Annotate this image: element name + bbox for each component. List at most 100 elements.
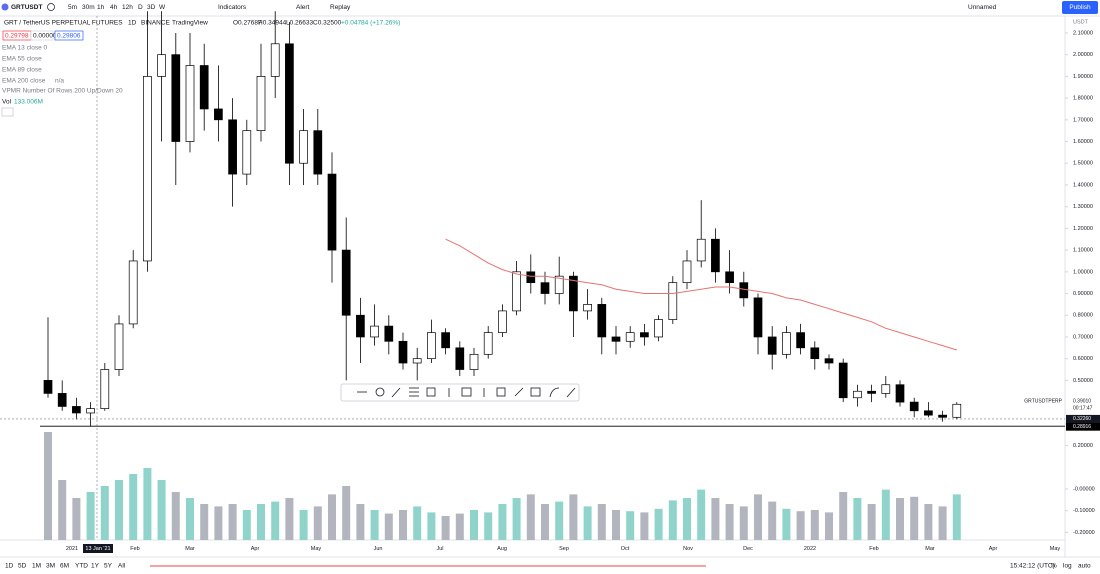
- volume-bar: [257, 504, 265, 540]
- x-tick-label: Mar: [185, 546, 195, 552]
- legend-exchange: BINANCE: [141, 20, 171, 27]
- study-value: n/a: [55, 78, 64, 85]
- crosshair-label-bg: [83, 544, 113, 553]
- legend-source: TradingView: [172, 20, 208, 27]
- legend-box-value: 0.00000: [33, 33, 57, 40]
- interval-button[interactable]: 12h: [122, 4, 133, 11]
- drawing-tools[interactable]: [357, 387, 576, 398]
- candle-body: [810, 347, 820, 360]
- y-tick-label: 1.90000: [1073, 74, 1093, 80]
- candle-body: [767, 336, 777, 355]
- volume-bar: [498, 504, 507, 540]
- candle-body: [100, 369, 110, 409]
- interval-button[interactable]: 30m: [82, 4, 95, 11]
- hline-price-bg: [1066, 422, 1100, 431]
- volume-bar: [129, 474, 138, 540]
- range-button[interactable]: 1D: [5, 563, 14, 570]
- percent-toggle[interactable]: %: [1051, 563, 1057, 570]
- volume-bar: [186, 498, 194, 540]
- y-tick-label: 1.10000: [1073, 248, 1093, 254]
- volume-bar: [881, 489, 890, 540]
- range-button[interactable]: 1M: [32, 563, 41, 570]
- y-tick-label: -0.00000: [1073, 486, 1095, 492]
- range-button[interactable]: 5Y: [104, 563, 113, 570]
- candle-body: [384, 325, 394, 342]
- volume-bar: [924, 504, 933, 540]
- candle-body: [597, 304, 607, 338]
- volume-bar: [640, 512, 649, 540]
- candle-body: [228, 119, 237, 175]
- candle-body: [796, 332, 805, 349]
- symbol[interactable]: GRTUSDT: [11, 4, 42, 11]
- alert-button[interactable]: Alert: [296, 4, 310, 11]
- study-label: EMA 13 close 0: [2, 45, 48, 52]
- range-button[interactable]: All: [118, 563, 126, 570]
- y-tick-label: 1.50000: [1073, 161, 1093, 167]
- candle-body: [43, 380, 53, 394]
- auto-toggle[interactable]: auto: [1078, 563, 1091, 570]
- volume-bar: [356, 504, 365, 540]
- candle-body: [299, 130, 308, 164]
- candle-body: [924, 410, 933, 416]
- drawing-toolbar: [340, 383, 580, 402]
- legend-interval: 1D: [128, 20, 137, 27]
- candle-body: [427, 332, 436, 360]
- marker-price-label: 0.32260: [1073, 416, 1091, 422]
- y-tick-label: 0.70000: [1073, 334, 1093, 340]
- x-tick-label: Apr: [251, 546, 260, 552]
- legend-ohlc: +0.04784 (+17.26%): [341, 20, 400, 27]
- publish-label: Publish: [1069, 4, 1091, 11]
- range-button[interactable]: 6M: [60, 563, 69, 570]
- indicators-button[interactable]: Indicators: [218, 4, 247, 11]
- range-button[interactable]: 1Y: [91, 563, 100, 570]
- y-tick-label: -0.10000: [1073, 508, 1095, 514]
- volume-bar: [285, 498, 294, 540]
- y-tick-label: 1.70000: [1073, 117, 1093, 123]
- interval-button[interactable]: 5m: [68, 4, 77, 11]
- volume-bar: [214, 506, 223, 540]
- volume-bar: [441, 516, 450, 540]
- volume-bar: [896, 498, 904, 540]
- x-tick-label: Feb: [130, 546, 139, 552]
- candle-body: [256, 76, 266, 132]
- interval-button[interactable]: 4h: [110, 4, 118, 11]
- x-tick-label: May: [1050, 546, 1061, 552]
- range-button[interactable]: 5D: [18, 563, 27, 570]
- y-tick-label: 2.00000: [1073, 52, 1093, 58]
- currency: USDT: [1073, 19, 1089, 25]
- range-button[interactable]: YTD: [75, 563, 88, 570]
- volume-bar: [171, 492, 180, 540]
- candle-body: [199, 65, 209, 110]
- range-button[interactable]: 3M: [46, 563, 55, 570]
- volume-bar: [626, 511, 635, 540]
- interval-button[interactable]: 1h: [97, 4, 105, 11]
- volume-bar: [157, 480, 166, 540]
- publish-button[interactable]: [1062, 1, 1098, 14]
- collapse-button[interactable]: [1, 107, 14, 117]
- volume-bar: [768, 501, 777, 540]
- candle-body: [753, 297, 763, 338]
- candle-body: [285, 43, 294, 164]
- volume-bar: [867, 504, 876, 540]
- volume-bar: [541, 504, 549, 540]
- interval-button[interactable]: W: [159, 4, 166, 11]
- study-label: EMA 200 close: [2, 78, 46, 85]
- legend-title: GRT / TetherUS PERPETUAL FUTURES: [4, 20, 123, 27]
- candle-body: [313, 130, 323, 175]
- volume-bar: [271, 501, 280, 540]
- compare-button[interactable]: [47, 3, 55, 11]
- x-tick-label: Sep: [559, 546, 569, 552]
- candle-body: [412, 358, 422, 364]
- volume-bar: [825, 512, 833, 540]
- replay-button[interactable]: Replay: [330, 4, 351, 11]
- interval-button[interactable]: D: [138, 4, 143, 11]
- layout-name[interactable]: Unnamed: [968, 4, 997, 11]
- candle-body: [711, 238, 720, 273]
- interval-button[interactable]: 3D: [147, 4, 156, 11]
- candle-body: [341, 249, 351, 316]
- log-toggle[interactable]: log: [1063, 563, 1072, 570]
- volume-label: Vol: [2, 99, 12, 106]
- x-tick-label: Dec: [743, 546, 753, 552]
- candle-body: [739, 282, 749, 299]
- study-label: EMA 55 close: [2, 56, 42, 63]
